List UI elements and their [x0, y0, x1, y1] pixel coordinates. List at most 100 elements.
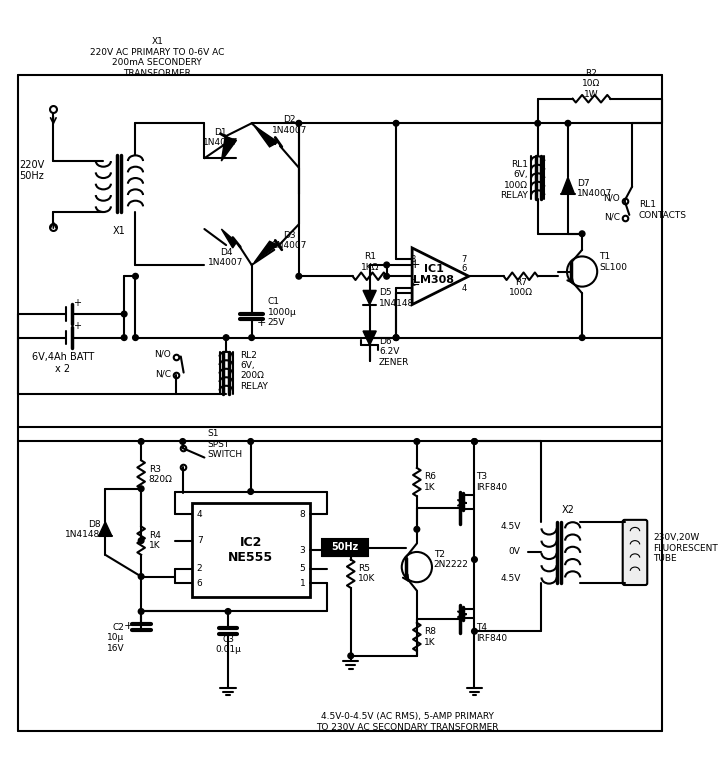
Text: −: − [46, 309, 55, 319]
Text: 4: 4 [197, 510, 202, 519]
Circle shape [384, 274, 390, 279]
Text: D4
1N4007: D4 1N4007 [208, 248, 244, 267]
Polygon shape [221, 229, 236, 248]
Circle shape [579, 335, 585, 341]
Text: D8
1N4148: D8 1N4148 [65, 520, 100, 539]
Text: X1
220V AC PRIMARY TO 0-6V AC
200mA SECONDERY
TRANSFORMER: X1 220V AC PRIMARY TO 0-6V AC 200mA SECO… [90, 37, 224, 78]
Text: N/O: N/O [155, 349, 171, 358]
Circle shape [471, 629, 477, 634]
Text: +: + [124, 620, 134, 630]
Text: IC2
NE555: IC2 NE555 [228, 536, 273, 564]
Polygon shape [221, 137, 236, 161]
Text: N/C: N/C [604, 212, 620, 222]
Circle shape [180, 439, 186, 445]
Text: N/C: N/C [155, 370, 171, 379]
Circle shape [132, 274, 138, 279]
Circle shape [248, 439, 254, 445]
Text: D5
1N4148: D5 1N4148 [379, 288, 414, 308]
Text: D2
1N4007: D2 1N4007 [272, 115, 307, 135]
Text: 6V,4Ah BATT
x 2: 6V,4Ah BATT x 2 [32, 352, 94, 374]
Text: 230V,20W
FLUORESCENT
TUBE: 230V,20W FLUORESCENT TUBE [653, 533, 718, 563]
Circle shape [248, 489, 254, 494]
Circle shape [296, 274, 301, 279]
Polygon shape [254, 241, 278, 262]
Text: 220V
50Hz: 220V 50Hz [19, 160, 44, 181]
Text: 1: 1 [300, 578, 305, 588]
Circle shape [138, 538, 144, 543]
Circle shape [393, 121, 399, 126]
Circle shape [565, 121, 570, 126]
Polygon shape [98, 522, 112, 536]
Circle shape [471, 557, 477, 562]
Circle shape [296, 121, 301, 126]
Text: R7
100Ω: R7 100Ω [509, 278, 533, 297]
Text: RL2
6V,
200Ω
RELAY: RL2 6V, 200Ω RELAY [240, 351, 268, 390]
Text: IC1
LM308: IC1 LM308 [414, 264, 454, 285]
Text: R8
1K: R8 1K [424, 627, 437, 646]
Circle shape [138, 486, 144, 491]
Circle shape [138, 574, 144, 579]
Circle shape [225, 609, 231, 614]
Text: 3: 3 [300, 545, 305, 555]
Bar [322, 539, 368, 555]
Text: D7
1N4007: D7 1N4007 [578, 179, 613, 198]
Circle shape [121, 311, 127, 317]
Text: N/O: N/O [603, 193, 620, 202]
Text: C3
0.01μ: C3 0.01μ [215, 635, 241, 654]
Circle shape [393, 335, 399, 341]
Text: T4
IRF840: T4 IRF840 [476, 623, 508, 643]
Circle shape [393, 335, 399, 341]
Polygon shape [254, 126, 278, 147]
Text: T2
2N2222: T2 2N2222 [434, 550, 469, 569]
Text: RL1
6V,
100Ω
RELAY: RL1 6V, 100Ω RELAY [500, 160, 529, 200]
Circle shape [579, 231, 585, 237]
Circle shape [414, 526, 419, 533]
Text: 4.5V: 4.5V [500, 522, 521, 531]
Text: X1: X1 [113, 226, 126, 236]
Polygon shape [561, 177, 575, 194]
Circle shape [471, 439, 477, 445]
Text: 4.5V-0-4.5V (AC RMS), 5-AMP PRIMARY
TO 230V AC SECONDARY TRANSFORMER: 4.5V-0-4.5V (AC RMS), 5-AMP PRIMARY TO 2… [316, 712, 499, 732]
Circle shape [471, 439, 477, 445]
Text: R4
1K: R4 1K [149, 531, 161, 550]
Text: R2
10Ω
1W: R2 10Ω 1W [583, 69, 601, 99]
Circle shape [121, 335, 127, 341]
Circle shape [249, 335, 254, 341]
Text: +: + [257, 319, 266, 329]
Circle shape [138, 439, 144, 445]
Text: D3
1N4007: D3 1N4007 [272, 231, 307, 250]
Text: X2: X2 [562, 506, 574, 516]
Circle shape [367, 335, 372, 341]
Circle shape [348, 653, 354, 659]
Text: 6: 6 [461, 264, 467, 274]
Polygon shape [363, 331, 376, 345]
Bar [192, 503, 310, 597]
Circle shape [132, 335, 138, 341]
Text: 4.5V: 4.5V [500, 574, 521, 583]
Text: 7: 7 [197, 536, 202, 545]
Text: T1
SL100: T1 SL100 [599, 252, 627, 272]
Text: 50Hz: 50Hz [331, 542, 359, 552]
Text: R1
1KΩ: R1 1KΩ [361, 252, 379, 272]
Text: +: + [410, 258, 420, 271]
Text: S1
SPST
SWITCH: S1 SPST SWITCH [208, 429, 242, 459]
Text: 6: 6 [197, 578, 202, 588]
Circle shape [138, 609, 144, 614]
Text: 4: 4 [461, 284, 466, 293]
Text: −: − [46, 332, 55, 342]
FancyBboxPatch shape [623, 520, 647, 585]
Text: 0V: 0V [509, 548, 521, 556]
Text: R6
1K: R6 1K [424, 472, 437, 492]
Text: 2: 2 [411, 280, 416, 288]
Text: R5
10K: R5 10K [359, 564, 376, 584]
Text: 2: 2 [197, 565, 202, 574]
Text: −: − [410, 279, 420, 292]
Text: 3: 3 [411, 254, 416, 264]
Polygon shape [363, 290, 376, 305]
Text: C2
10μ
16V: C2 10μ 16V [106, 623, 124, 652]
Text: 7: 7 [461, 254, 467, 264]
Circle shape [223, 335, 229, 341]
Text: D1
1N4007: D1 1N4007 [202, 128, 238, 147]
Text: 8: 8 [300, 510, 305, 519]
Circle shape [535, 121, 541, 126]
